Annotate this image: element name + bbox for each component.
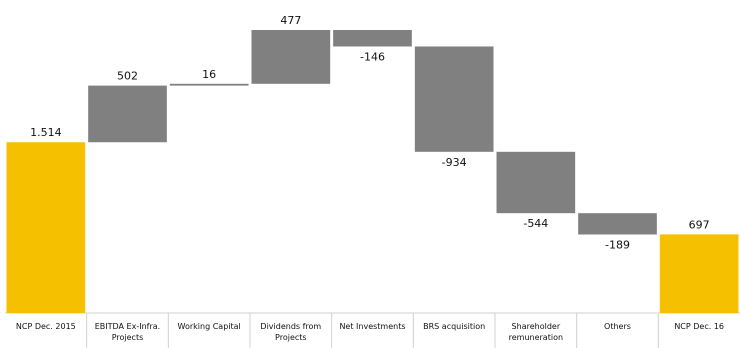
bar <box>496 151 576 214</box>
x-tick-label: Dividends from Projects <box>260 322 322 342</box>
value-label: -146 <box>360 50 385 63</box>
bar <box>6 142 86 313</box>
value-label: 697 <box>689 218 710 231</box>
bar <box>659 234 739 313</box>
bar <box>414 46 494 152</box>
bar <box>251 30 331 84</box>
value-label: 1.514 <box>30 126 62 139</box>
value-label: 477 <box>280 14 301 27</box>
value-label: -544 <box>523 217 548 230</box>
bar <box>88 85 167 143</box>
x-tick-label: Shareholder remuneration <box>508 322 564 342</box>
x-tick-label: EBITDA Ex-Infra. Projects <box>94 322 161 342</box>
bar <box>578 213 657 235</box>
value-label: -189 <box>605 238 630 251</box>
bar <box>169 83 249 86</box>
value-label: 16 <box>202 68 216 81</box>
bar <box>333 30 412 47</box>
value-label: 502 <box>117 70 138 83</box>
x-tick-label: Net Investments <box>339 322 406 331</box>
x-tick-label: BRS acquisition <box>423 322 486 331</box>
x-tick-label: Working Capital <box>177 322 241 331</box>
x-tick-label: NCP Dec. 2015 <box>15 322 76 331</box>
x-tick-label: NCP Dec. 16 <box>674 322 724 331</box>
x-tick-label: Others <box>604 322 631 331</box>
value-label: -934 <box>442 156 467 169</box>
